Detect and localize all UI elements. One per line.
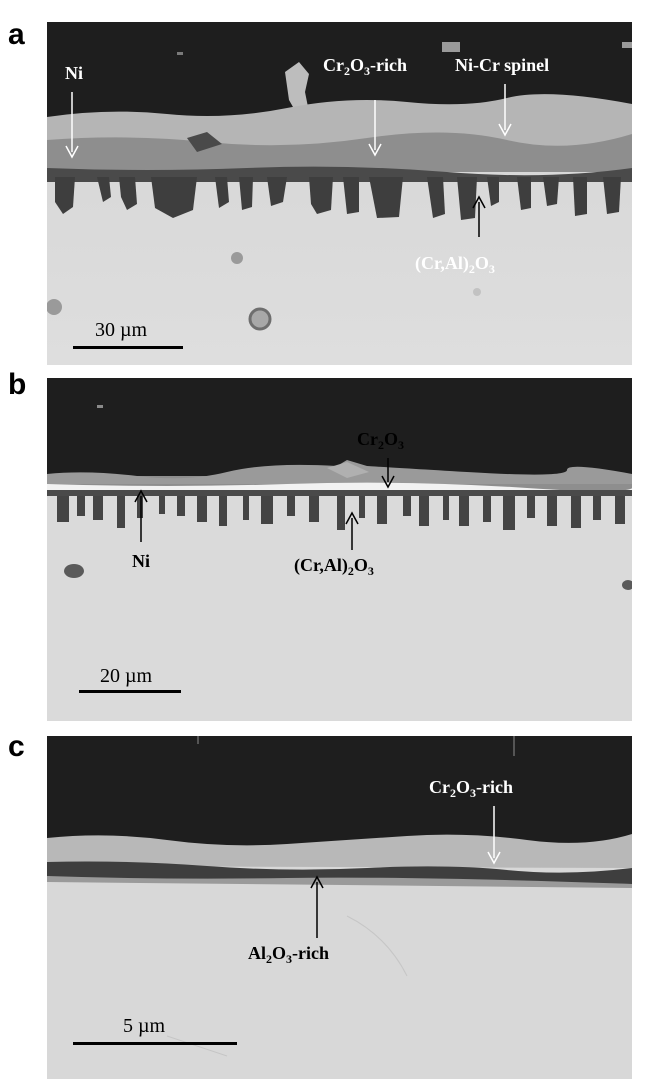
panel-c-letter: c [8, 730, 25, 763]
panel-b-letter: b [8, 368, 27, 401]
scale-bar-a [73, 346, 183, 349]
scale-label-b: 20 µm [100, 665, 153, 687]
label-cral2o3-a: (Cr,Al)2O3 [415, 253, 495, 276]
label-cr2o3-rich-c: Cr2O3-rich [429, 777, 513, 800]
scale-label-c: 5 µm [123, 1015, 166, 1037]
micrograph-panel-b: Cr2O3 Ni (Cr,Al)2O3 20 µm [47, 378, 632, 721]
micrograph-b-image [47, 378, 632, 721]
scale-bar-c [73, 1042, 237, 1045]
micrograph-a-image [47, 22, 632, 365]
label-cr2o3-b: Cr2O3 [357, 429, 405, 452]
label-al2o3-rich-c: Al2O3-rich [248, 943, 329, 966]
label-ni-b: Ni [132, 551, 150, 571]
label-ni-cr-spinel-a: Ni-Cr spinel [455, 55, 550, 75]
micrograph-c-image [47, 736, 632, 1079]
scale-bar-b [79, 690, 181, 693]
panel-a-letter: a [8, 18, 25, 51]
micrograph-panel-a: Ni Cr2O3-rich Ni-Cr spinel (Cr,Al)2O3 30… [47, 22, 632, 365]
label-cral2o3-b: (Cr,Al)2O3 [294, 555, 374, 578]
label-ni-a: Ni [65, 63, 83, 83]
micrograph-panel-c: Cr2O3-rich Al2O3-rich 5 µm [47, 736, 632, 1079]
scale-label-a: 30 µm [95, 319, 148, 341]
label-cr2o3-rich-a: Cr2O3-rich [323, 55, 407, 78]
